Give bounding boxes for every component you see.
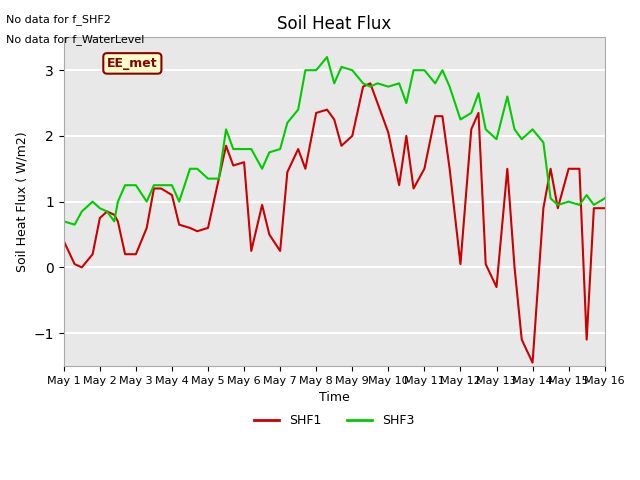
SHF3 [60, 218, 68, 224]
SHF3 [601, 195, 609, 201]
SHF1 [323, 107, 331, 112]
SHF1 [601, 205, 609, 211]
SHF3 [403, 100, 410, 106]
SHF3 [323, 54, 331, 60]
SHF3 [204, 176, 212, 181]
Text: EE_met: EE_met [107, 57, 157, 70]
Title: Soil Heat Flux: Soil Heat Flux [277, 15, 391, 33]
SHF3 [111, 218, 118, 224]
SHF1 [547, 166, 554, 172]
SHF3 [338, 64, 346, 70]
SHF1 [193, 228, 201, 234]
Line: SHF1: SHF1 [64, 84, 605, 363]
Y-axis label: Soil Heat Flux ( W/m2): Soil Heat Flux ( W/m2) [15, 132, 28, 272]
SHF1 [529, 360, 536, 366]
Legend: SHF1, SHF3: SHF1, SHF3 [250, 409, 419, 432]
Text: No data for f_WaterLevel: No data for f_WaterLevel [6, 34, 145, 45]
SHF1 [157, 186, 165, 192]
Line: SHF3: SHF3 [64, 57, 605, 225]
SHF1 [103, 209, 111, 215]
SHF1 [396, 182, 403, 188]
SHF3 [168, 182, 176, 188]
Text: No data for f_SHF2: No data for f_SHF2 [6, 14, 111, 25]
X-axis label: Time: Time [319, 391, 349, 404]
SHF1 [60, 238, 68, 244]
SHF1 [367, 81, 374, 86]
SHF3 [71, 222, 79, 228]
SHF3 [547, 195, 554, 201]
